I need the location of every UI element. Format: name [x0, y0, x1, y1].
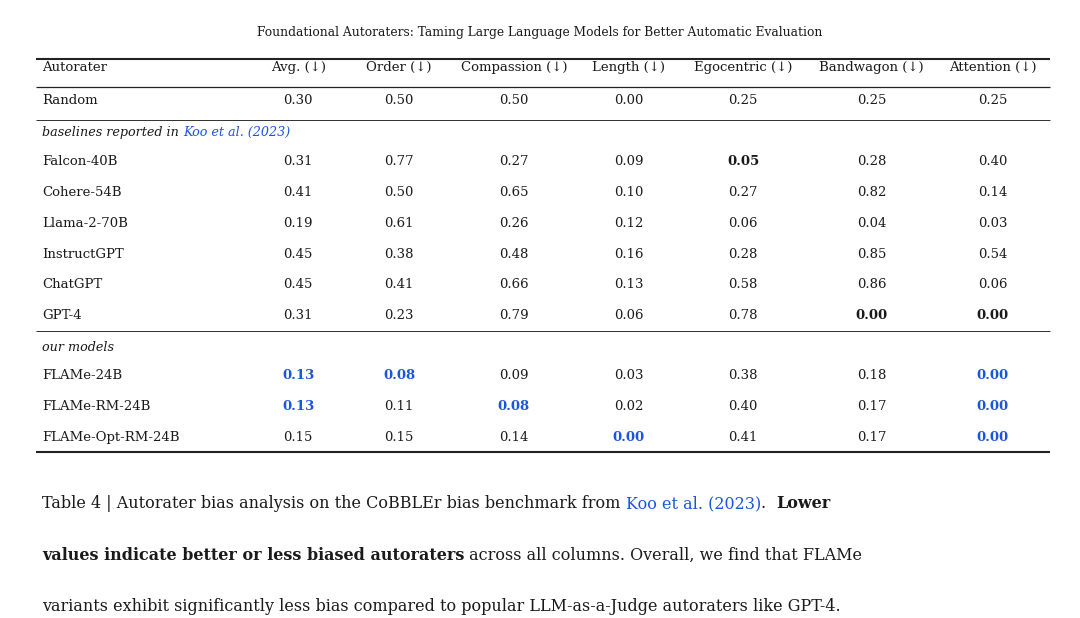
Text: 0.16: 0.16 — [613, 248, 644, 261]
Text: 0.85: 0.85 — [856, 248, 887, 261]
Text: 0.14: 0.14 — [978, 186, 1008, 199]
Text: Koo et al. (2023): Koo et al. (2023) — [625, 496, 761, 512]
Text: 0.48: 0.48 — [499, 248, 528, 261]
Text: 0.28: 0.28 — [856, 155, 887, 168]
Text: 0.25: 0.25 — [729, 94, 758, 107]
Text: Egocentric (↓): Egocentric (↓) — [694, 61, 793, 74]
Text: 0.41: 0.41 — [729, 431, 758, 444]
Text: 0.00: 0.00 — [976, 400, 1009, 413]
Text: 0.00: 0.00 — [612, 431, 645, 444]
Text: Random: Random — [42, 94, 98, 107]
Text: Attention (↓): Attention (↓) — [949, 61, 1037, 74]
Text: 0.09: 0.09 — [613, 155, 644, 168]
Text: 0.45: 0.45 — [283, 278, 313, 291]
Text: Foundational Autoraters: Taming Large Language Models for Better Automatic Evalu: Foundational Autoraters: Taming Large La… — [257, 26, 823, 39]
Text: 0.27: 0.27 — [499, 155, 528, 168]
Text: 0.13: 0.13 — [613, 278, 644, 291]
Text: GPT-4: GPT-4 — [42, 309, 82, 322]
Text: 0.10: 0.10 — [613, 186, 644, 199]
Text: Autorater: Autorater — [42, 61, 107, 74]
Text: ChatGPT: ChatGPT — [42, 278, 103, 291]
Text: 0.26: 0.26 — [499, 217, 528, 230]
Text: 0.38: 0.38 — [384, 248, 414, 261]
Text: 0.14: 0.14 — [499, 431, 528, 444]
Text: InstructGPT: InstructGPT — [42, 248, 124, 261]
Text: 0.41: 0.41 — [384, 278, 414, 291]
Text: Length (↓): Length (↓) — [592, 61, 665, 74]
Text: 0.54: 0.54 — [978, 248, 1008, 261]
Text: 0.15: 0.15 — [283, 431, 313, 444]
Text: 0.19: 0.19 — [283, 217, 313, 230]
Text: Avg. (↓): Avg. (↓) — [271, 61, 326, 74]
Text: FLAMe-RM-24B: FLAMe-RM-24B — [42, 400, 150, 413]
Text: 0.08: 0.08 — [498, 400, 530, 413]
Text: 0.09: 0.09 — [499, 370, 528, 383]
Text: 0.05: 0.05 — [727, 155, 759, 168]
Text: 0.31: 0.31 — [283, 309, 313, 322]
Text: 0.82: 0.82 — [856, 186, 887, 199]
Text: values indicate better or less biased autoraters: values indicate better or less biased au… — [42, 547, 464, 564]
Text: 0.50: 0.50 — [499, 94, 528, 107]
Text: 0.03: 0.03 — [978, 217, 1008, 230]
Text: Table 4 | Autorater bias analysis on the CoBBLEr bias benchmark from: Table 4 | Autorater bias analysis on the… — [42, 496, 625, 512]
Text: Koo et al. (2023): Koo et al. (2023) — [183, 126, 291, 139]
Text: .: . — [761, 496, 777, 512]
Text: 0.27: 0.27 — [729, 186, 758, 199]
Text: 0.13: 0.13 — [282, 370, 314, 383]
Text: 0.31: 0.31 — [283, 155, 313, 168]
Text: 0.06: 0.06 — [729, 217, 758, 230]
Text: 0.02: 0.02 — [613, 400, 644, 413]
Text: 0.00: 0.00 — [976, 431, 1009, 444]
Text: 0.65: 0.65 — [499, 186, 528, 199]
Text: 0.17: 0.17 — [856, 431, 887, 444]
Text: Bandwagon (↓): Bandwagon (↓) — [820, 61, 923, 74]
Text: 0.66: 0.66 — [499, 278, 529, 291]
Text: 0.15: 0.15 — [384, 431, 414, 444]
Text: 0.61: 0.61 — [384, 217, 414, 230]
Text: FLAMe-24B: FLAMe-24B — [42, 370, 122, 383]
Text: 0.25: 0.25 — [978, 94, 1008, 107]
Text: 0.17: 0.17 — [856, 400, 887, 413]
Text: 0.11: 0.11 — [384, 400, 414, 413]
Text: 0.00: 0.00 — [976, 309, 1009, 322]
Text: 0.30: 0.30 — [283, 94, 313, 107]
Text: our models: our models — [42, 341, 114, 353]
Text: 0.23: 0.23 — [384, 309, 414, 322]
Text: 0.06: 0.06 — [978, 278, 1008, 291]
Text: 0.40: 0.40 — [978, 155, 1008, 168]
Text: Falcon-40B: Falcon-40B — [42, 155, 118, 168]
Text: 0.04: 0.04 — [856, 217, 887, 230]
Text: Order (↓): Order (↓) — [366, 61, 432, 74]
Text: 0.12: 0.12 — [613, 217, 644, 230]
Text: 0.08: 0.08 — [383, 370, 416, 383]
Text: Compassion (↓): Compassion (↓) — [461, 61, 567, 74]
Text: 0.28: 0.28 — [729, 248, 758, 261]
Text: FLAMe-Opt-RM-24B: FLAMe-Opt-RM-24B — [42, 431, 179, 444]
Text: 0.00: 0.00 — [855, 309, 888, 322]
Text: across all columns. Overall, we find that FLAMe: across all columns. Overall, we find tha… — [464, 547, 863, 564]
Text: 0.45: 0.45 — [283, 248, 313, 261]
Text: 0.03: 0.03 — [613, 370, 644, 383]
Text: 0.78: 0.78 — [729, 309, 758, 322]
Text: Llama-2-70B: Llama-2-70B — [42, 217, 129, 230]
Text: baselines reported in: baselines reported in — [42, 126, 183, 139]
Text: 0.00: 0.00 — [613, 94, 644, 107]
Text: 0.00: 0.00 — [976, 370, 1009, 383]
Text: 0.77: 0.77 — [384, 155, 414, 168]
Text: variants exhibit significantly less bias compared to popular LLM-as-a-Judge auto: variants exhibit significantly less bias… — [42, 598, 840, 615]
Text: 0.50: 0.50 — [384, 94, 414, 107]
Text: 0.58: 0.58 — [729, 278, 758, 291]
Text: 0.40: 0.40 — [729, 400, 758, 413]
Text: 0.41: 0.41 — [283, 186, 313, 199]
Text: 0.25: 0.25 — [856, 94, 887, 107]
Text: Cohere-54B: Cohere-54B — [42, 186, 122, 199]
Text: 0.13: 0.13 — [282, 400, 314, 413]
Text: 0.38: 0.38 — [729, 370, 758, 383]
Text: 0.86: 0.86 — [856, 278, 887, 291]
Text: 0.18: 0.18 — [856, 370, 887, 383]
Text: Lower: Lower — [777, 496, 831, 512]
Text: 0.50: 0.50 — [384, 186, 414, 199]
Text: 0.79: 0.79 — [499, 309, 529, 322]
Text: 0.06: 0.06 — [613, 309, 644, 322]
